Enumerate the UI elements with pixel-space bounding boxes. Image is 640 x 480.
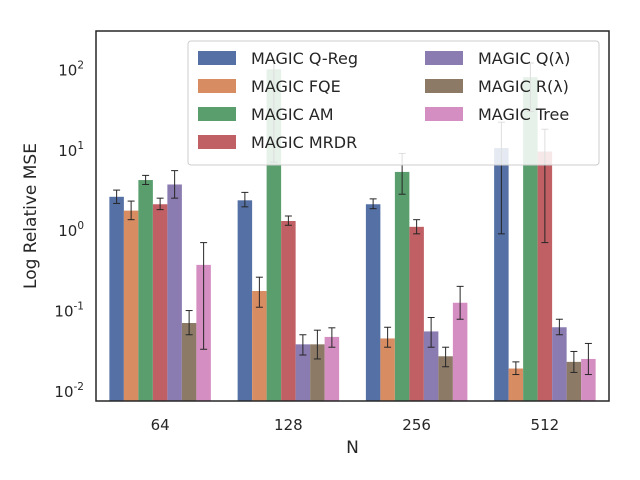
bar <box>380 338 395 401</box>
legend-label: MAGIC FQE <box>251 77 341 96</box>
legend-swatch <box>198 51 236 65</box>
legend-item: MAGIC R(λ) <box>425 77 569 96</box>
error-bar <box>456 285 464 320</box>
x-tick-label: 128 <box>274 416 303 434</box>
bar <box>310 344 325 401</box>
error-bar <box>142 174 150 185</box>
bar <box>452 302 468 401</box>
bar <box>508 368 524 401</box>
bar <box>181 323 197 401</box>
x-tick-label: 64 <box>151 416 170 434</box>
error-bar <box>512 361 520 376</box>
y-tick-label: 10-1 <box>54 301 84 321</box>
error-bar <box>113 189 121 204</box>
error-bar <box>299 334 307 356</box>
legend-box <box>187 40 600 166</box>
bar <box>552 327 567 401</box>
bar <box>566 361 582 401</box>
x-axis-ticks: 64 128 256 512 <box>151 416 560 434</box>
error-bar <box>427 316 435 348</box>
bar <box>394 171 410 401</box>
error-bar <box>313 329 321 360</box>
legend-swatch <box>425 51 463 65</box>
error-bar <box>384 326 392 348</box>
y-tick-label: 100 <box>58 220 84 240</box>
bar <box>138 180 153 401</box>
legend-label: MAGIC Q-Reg <box>251 49 358 68</box>
error-bar <box>442 346 450 368</box>
x-tick-label: 512 <box>531 416 560 434</box>
error-bar <box>413 219 421 235</box>
legend-label: MAGIC MRDR <box>251 133 357 152</box>
y-tick-label: 101 <box>58 140 84 160</box>
bar <box>109 196 124 401</box>
legend-swatch <box>198 79 236 93</box>
legend-swatch <box>198 107 236 121</box>
legend-label: MAGIC AM <box>251 105 334 124</box>
error-bar <box>156 197 164 211</box>
legend-item: MAGIC Q(λ) <box>425 49 570 68</box>
bar <box>167 184 182 401</box>
legend-swatch <box>425 79 463 93</box>
legend-label: MAGIC R(λ) <box>478 77 569 96</box>
bar <box>281 220 296 401</box>
y-axis-ticks: 10-2 10-1 100 101 102 <box>54 59 84 401</box>
bars-layer <box>109 69 596 402</box>
error-bar <box>241 191 249 208</box>
error-bar <box>255 276 263 308</box>
legend-swatch <box>198 135 236 149</box>
error-bar <box>369 198 377 210</box>
error-bar <box>584 342 592 376</box>
y-tick-label: 102 <box>58 59 84 79</box>
bar <box>423 331 439 401</box>
bar <box>494 148 509 401</box>
bar <box>123 210 139 401</box>
x-tick-label: 256 <box>402 416 431 434</box>
error-bar <box>328 327 336 348</box>
bar <box>409 226 424 401</box>
bar <box>438 356 453 401</box>
bar <box>324 336 340 401</box>
legend-item: MAGIC AM <box>198 105 334 124</box>
legend-item: MAGIC FQE <box>198 77 341 96</box>
bar <box>537 151 553 401</box>
legend-item: MAGIC MRDR <box>198 133 357 152</box>
y-axis-label: Log Relative MSE <box>21 143 41 289</box>
error-bar <box>200 242 208 350</box>
bar <box>581 358 596 401</box>
bar <box>237 200 253 401</box>
bar <box>152 204 168 401</box>
bar <box>252 291 267 401</box>
bar <box>365 204 381 401</box>
legend: MAGIC Q-Reg MAGIC FQE MAGIC AM MAGIC MRDR MA… <box>187 40 600 166</box>
plot-frame <box>95 30 610 402</box>
error-bar <box>127 200 135 221</box>
legend-item: MAGIC Tree <box>425 105 569 124</box>
bar <box>295 344 311 401</box>
error-bar <box>555 318 563 336</box>
legend-label: MAGIC Q(λ) <box>478 49 570 68</box>
y-tick-label: 10-2 <box>54 381 84 401</box>
error-bar <box>570 350 578 373</box>
legend-label: MAGIC Tree <box>478 105 569 124</box>
legend-item: MAGIC Q-Reg <box>198 49 358 68</box>
error-bar <box>185 310 193 336</box>
x-axis-label: N <box>346 438 359 458</box>
error-bar <box>171 170 179 199</box>
legend-swatch <box>425 107 463 121</box>
error-bar <box>284 215 292 226</box>
